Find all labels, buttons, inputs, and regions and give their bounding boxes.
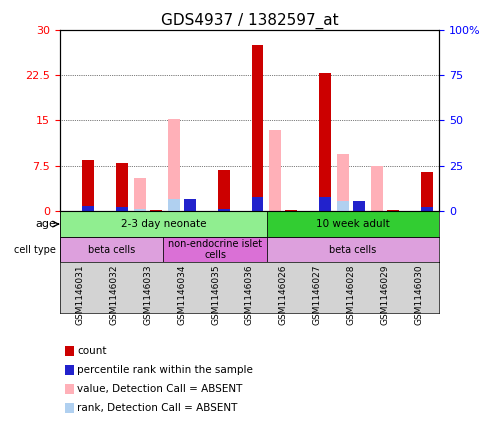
- Text: GSM1146029: GSM1146029: [380, 265, 389, 325]
- Text: count: count: [77, 346, 107, 356]
- FancyBboxPatch shape: [267, 212, 439, 237]
- Text: GSM1146033: GSM1146033: [143, 265, 152, 325]
- Bar: [285, 209, 297, 212]
- FancyBboxPatch shape: [163, 237, 267, 262]
- FancyBboxPatch shape: [60, 212, 267, 237]
- Bar: [82, 160, 94, 212]
- Bar: [251, 197, 263, 212]
- Bar: [337, 154, 349, 212]
- Text: cell type: cell type: [14, 244, 56, 255]
- Text: beta cells: beta cells: [88, 244, 135, 255]
- Text: GSM1146034: GSM1146034: [177, 265, 186, 325]
- Bar: [387, 209, 399, 212]
- Bar: [134, 209, 146, 212]
- Bar: [371, 166, 383, 212]
- Bar: [134, 178, 146, 212]
- Bar: [353, 209, 365, 212]
- Text: rank, Detection Call = ABSENT: rank, Detection Call = ABSENT: [77, 403, 238, 413]
- Bar: [184, 209, 196, 212]
- Bar: [319, 73, 331, 212]
- FancyBboxPatch shape: [267, 237, 439, 262]
- Text: GSM1146035: GSM1146035: [211, 265, 220, 325]
- Bar: [150, 209, 162, 212]
- Text: 2-3 day neonate: 2-3 day neonate: [121, 219, 206, 229]
- Text: GSM1146027: GSM1146027: [313, 265, 322, 325]
- Bar: [218, 209, 230, 212]
- Bar: [337, 201, 349, 212]
- Bar: [82, 206, 94, 212]
- FancyBboxPatch shape: [60, 237, 163, 262]
- Bar: [116, 163, 128, 212]
- Bar: [421, 172, 433, 212]
- Text: GSM1146028: GSM1146028: [347, 265, 356, 325]
- Bar: [116, 207, 128, 212]
- Bar: [168, 119, 180, 212]
- Text: value, Detection Call = ABSENT: value, Detection Call = ABSENT: [77, 384, 243, 394]
- Text: GSM1146031: GSM1146031: [76, 265, 85, 325]
- Text: GSM1146030: GSM1146030: [414, 265, 423, 325]
- Text: GDS4937 / 1382597_at: GDS4937 / 1382597_at: [161, 13, 338, 29]
- Bar: [184, 199, 196, 212]
- Text: 10 week adult: 10 week adult: [316, 219, 390, 229]
- Bar: [421, 207, 433, 212]
- Text: non-endocrine islet
cells: non-endocrine islet cells: [168, 239, 262, 260]
- Text: percentile rank within the sample: percentile rank within the sample: [77, 365, 253, 375]
- Bar: [251, 45, 263, 212]
- Bar: [269, 129, 281, 212]
- Text: GSM1146032: GSM1146032: [110, 265, 119, 325]
- Text: GSM1146026: GSM1146026: [279, 265, 288, 325]
- Bar: [168, 199, 180, 212]
- Text: age: age: [35, 219, 56, 229]
- Bar: [319, 197, 331, 212]
- Text: beta cells: beta cells: [329, 244, 377, 255]
- Bar: [218, 170, 230, 212]
- Text: GSM1146036: GSM1146036: [245, 265, 254, 325]
- Bar: [353, 201, 365, 212]
